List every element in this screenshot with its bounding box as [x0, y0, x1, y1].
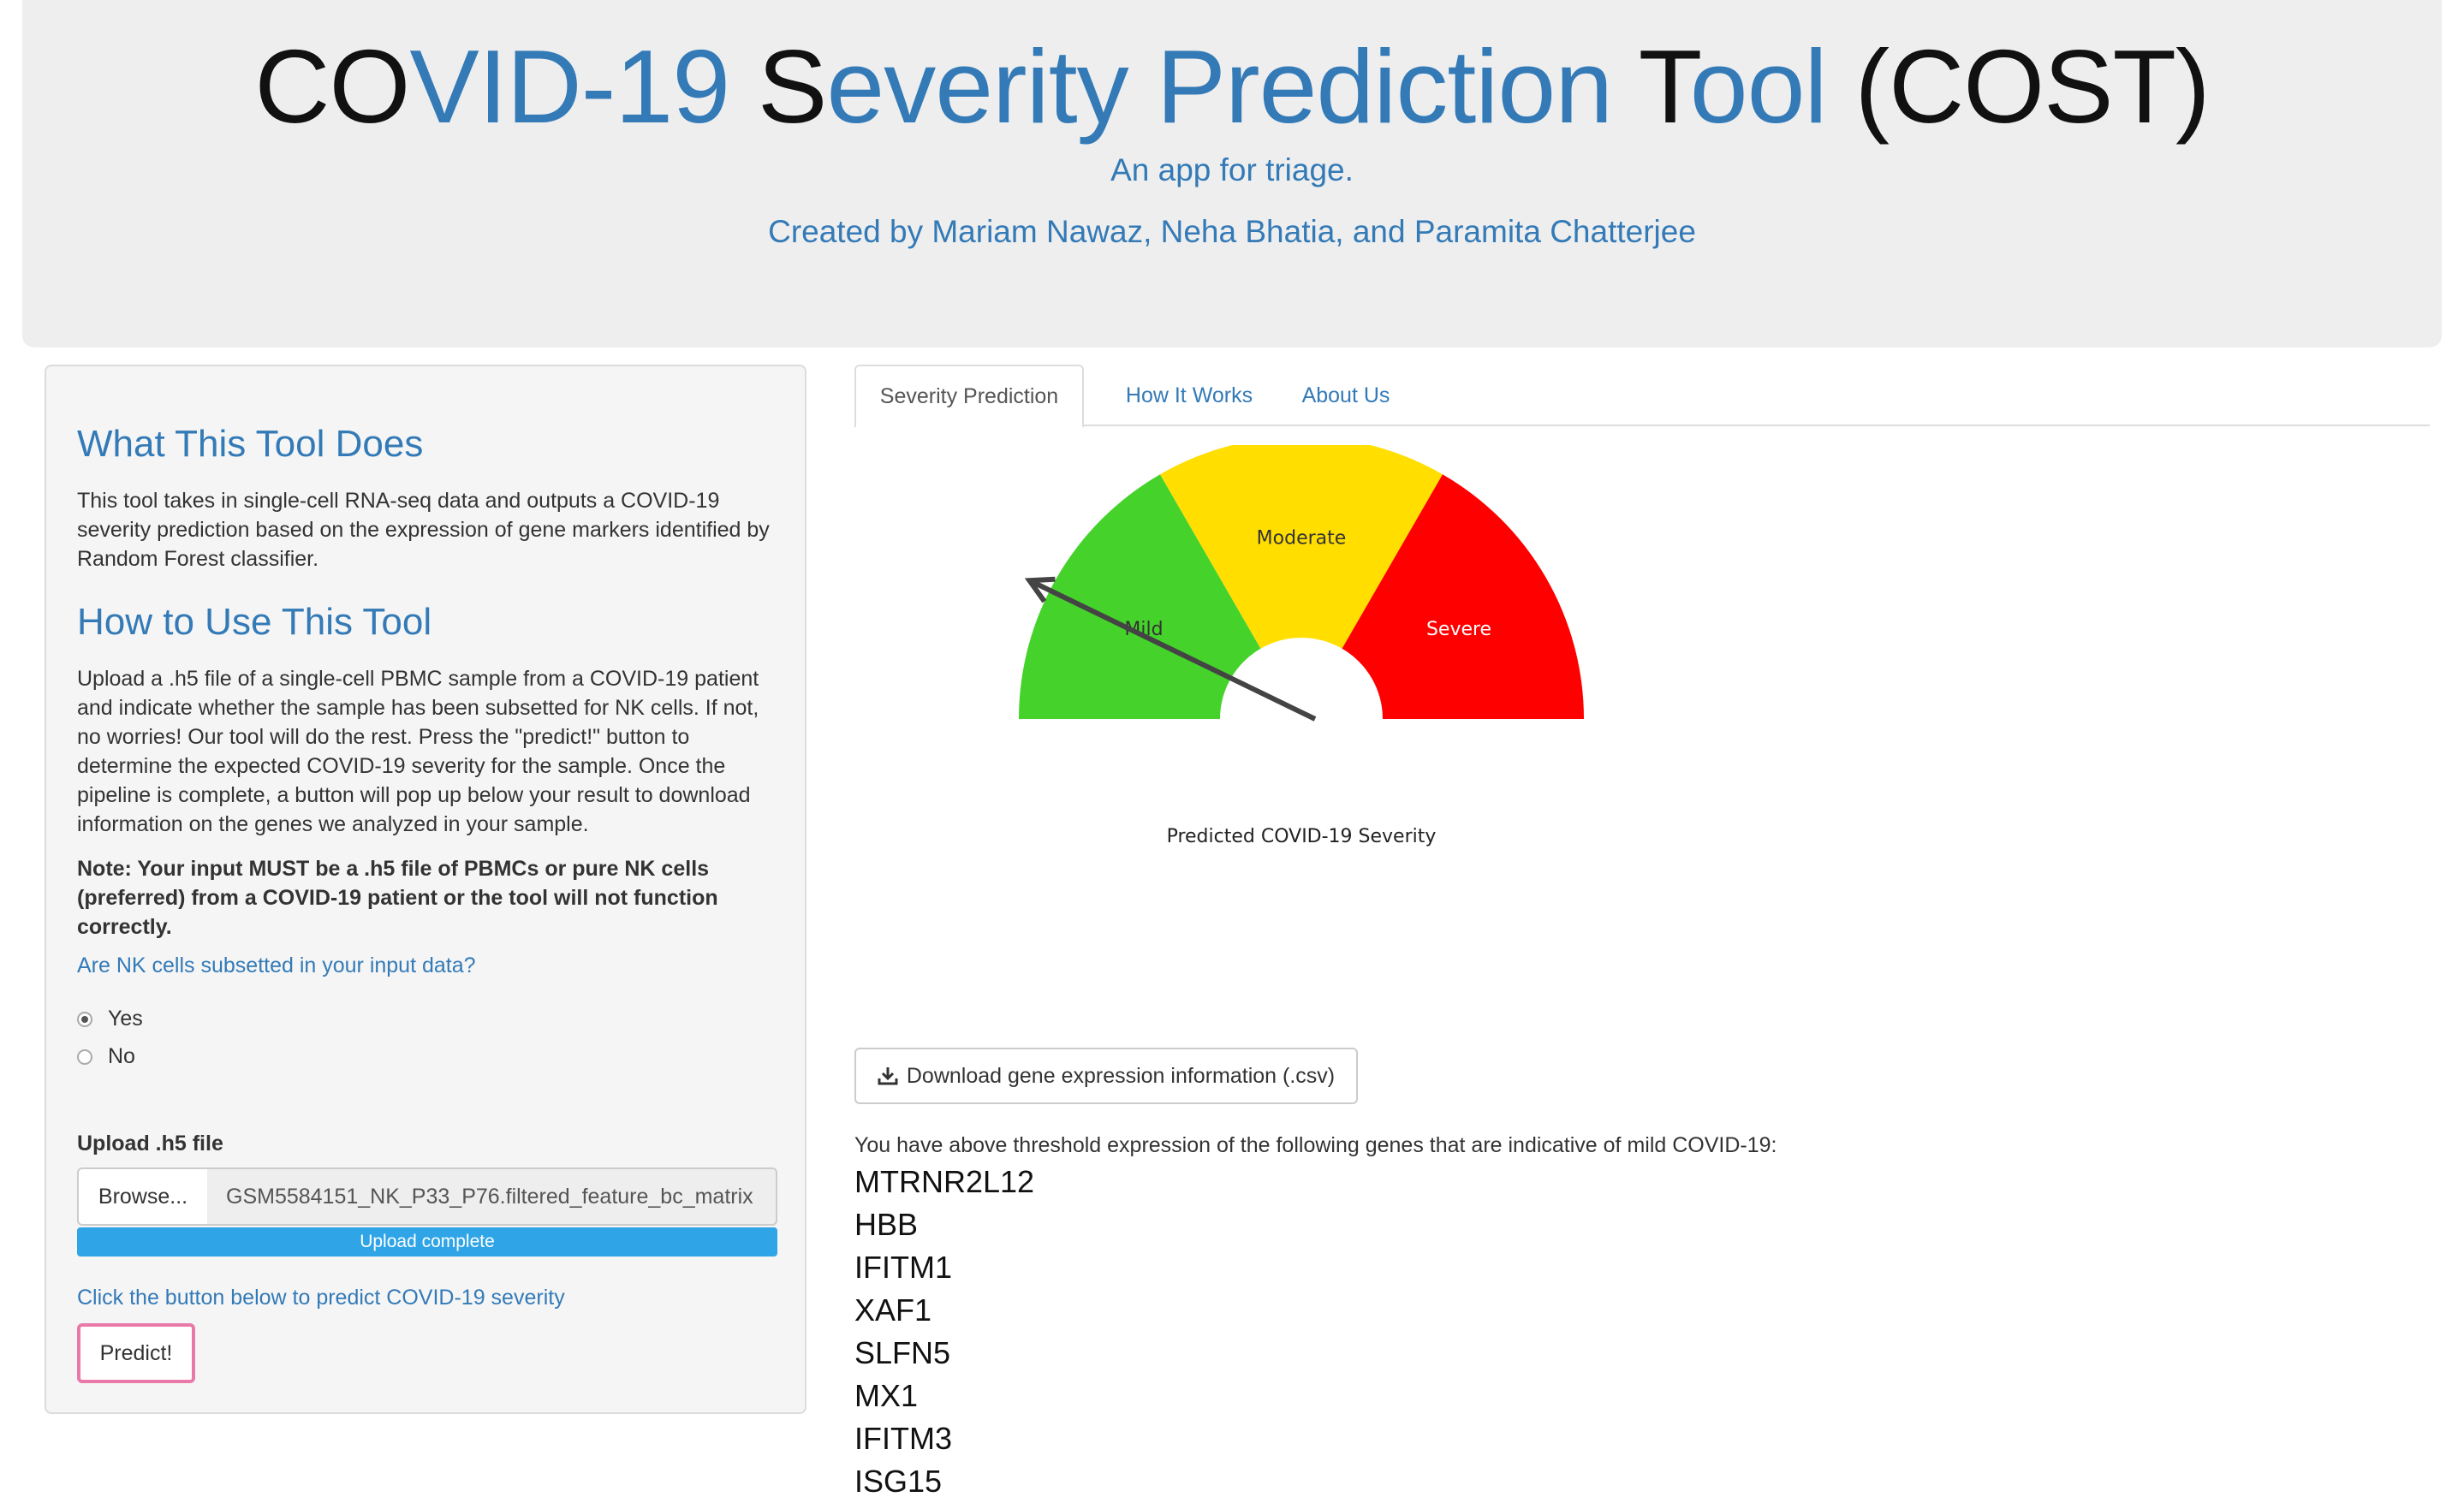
app-header: COVID-19 Severity Prediction Tool (COST)…: [22, 0, 2442, 348]
title-part: (COST): [1854, 28, 2210, 145]
download-csv-button[interactable]: Download gene expression information (.c…: [854, 1048, 1358, 1104]
gauge-needle-arrowhead: [1024, 576, 1056, 603]
gene-list: MTRNR2L12 HBB IFITM1 XAF1 SLFN5 MX1 IFITM3 ISG1…: [854, 1161, 1034, 1503]
gauge-segment-mild: [1019, 474, 1261, 719]
radio-no-button[interactable]: [77, 1049, 92, 1065]
tab-severity-prediction[interactable]: Severity Prediction: [854, 365, 1084, 428]
predict-prompt: Click the button below to predict COVID-…: [77, 1286, 565, 1310]
upload-progress-bar: Upload complete: [77, 1227, 777, 1256]
predict-button[interactable]: Predict!: [77, 1323, 195, 1383]
tab-about-us[interactable]: About Us: [1301, 383, 1390, 407]
radio-yes-label: Yes: [108, 1007, 143, 1031]
gauge-caption: Predicted COVID-19 Severity: [1167, 826, 1437, 847]
radio-yes[interactable]: Yes: [77, 1007, 143, 1031]
title-part: VID-19: [409, 28, 758, 145]
app-credits: Created by Mariam Nawaz, Neha Bhatia, an…: [768, 214, 1696, 249]
severity-gauge: Mild Moderate Severe Predicted COVID-19 …: [1019, 445, 1584, 847]
gauge-label-severe: Severe: [1426, 619, 1491, 640]
gene-item: SLFN5: [854, 1335, 951, 1370]
gauge-needle: [1028, 578, 1317, 722]
upload-label: Upload .h5 file: [77, 1132, 223, 1155]
file-name-field[interactable]: GSM5584151_NK_P33_P76.filtered_feature_b…: [207, 1167, 777, 1226]
what-heading: What This Tool Does: [77, 423, 424, 465]
gauge-segment-severe: [1342, 474, 1584, 719]
gene-item: IFITM3: [854, 1421, 952, 1456]
how-text: Upload a .h5 file of a single-cell PBMC …: [77, 667, 759, 836]
gauge-segment-moderate: [1160, 445, 1443, 649]
download-label: Download gene expression information (.c…: [906, 1063, 1336, 1088]
gene-item: HBB: [854, 1207, 919, 1242]
download-icon: [878, 1066, 898, 1086]
gauge-label-moderate: Moderate: [1257, 528, 1347, 550]
gene-item: MTRNR2L12: [854, 1164, 1035, 1199]
gene-item: MX1: [854, 1378, 919, 1413]
how-heading: How to Use This Tool: [77, 601, 432, 643]
app-subtitle: An app for triage.: [1110, 152, 1354, 187]
radio-yes-button[interactable]: [77, 1011, 92, 1027]
sidebar-panel: What This Tool Does This tool takes in s…: [45, 365, 806, 1414]
app-title: COVID-19 Severity Prediction Tool (COST): [22, 24, 2442, 149]
note-text: Note: Your input MUST be a .h5 file of P…: [77, 857, 718, 939]
title-part: ool: [1689, 28, 1855, 145]
tab-how-it-works[interactable]: How It Works: [1125, 383, 1253, 407]
result-description: You have above threshold expression of t…: [854, 1133, 1777, 1157]
radio-question: Are NK cells subsetted in your input dat…: [77, 953, 476, 977]
title-part: T: [1638, 28, 1691, 145]
radio-no-label: No: [108, 1044, 135, 1068]
title-part: CO: [254, 28, 410, 145]
gene-item: IFITM1: [854, 1250, 952, 1285]
what-text: This tool takes in single-cell RNA-seq d…: [77, 489, 770, 571]
radio-no[interactable]: No: [77, 1044, 135, 1069]
title-part: S: [757, 28, 827, 145]
main-tabs: Severity Prediction How It Works About U…: [854, 365, 2430, 428]
gene-item: ISG15: [854, 1464, 943, 1499]
title-part: everity Prediction: [826, 28, 1639, 145]
browse-button[interactable]: Browse...: [77, 1167, 209, 1226]
gene-item: XAF1: [854, 1292, 932, 1328]
